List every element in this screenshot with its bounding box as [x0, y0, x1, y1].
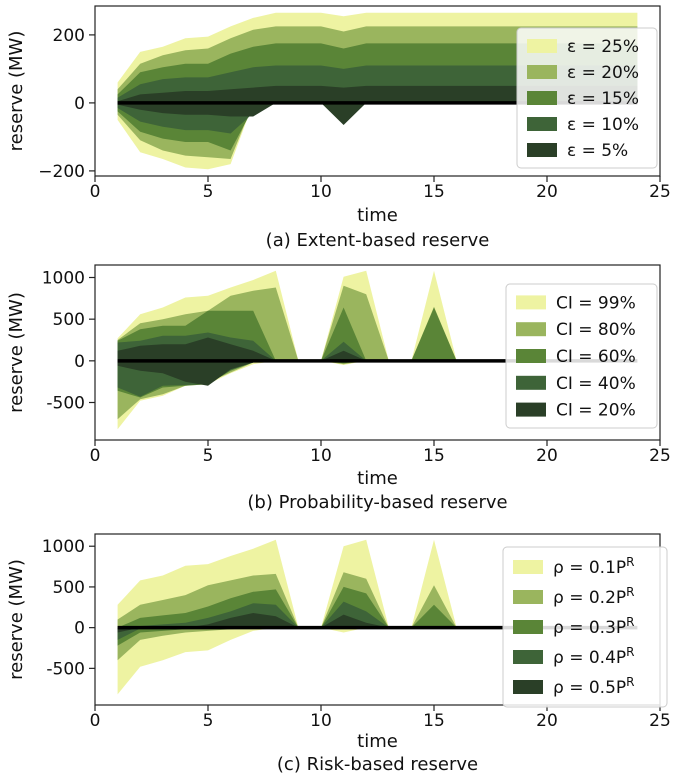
x-tick-label: 20 — [536, 446, 558, 466]
axes-frame — [94, 264, 661, 441]
chart-panel-2: 0 5 10 15 20 25 -500 0 500 1000 time reserve (MW) (b… — [6, 264, 671, 513]
legend: ρ = 0.1PR ρ = 0.2PR ρ = 0.3PR ρ = 0.4PR ρ = … — [502, 546, 668, 708]
legend-swatch — [513, 590, 543, 604]
legend-swatch — [513, 620, 543, 634]
legend: ε = 25% ε = 20% ε = 15% ε = 10% ε = 5% — [516, 27, 658, 169]
x-axis-label: time — [357, 731, 398, 752]
band-series-3 — [117, 307, 638, 398]
legend-swatch — [516, 322, 546, 337]
legend-swatch — [527, 91, 557, 105]
y-tick-label: −200 — [38, 162, 85, 182]
legend-label: CI = 80% — [556, 320, 636, 340]
legend-swatch — [516, 402, 546, 417]
legend-swatch — [527, 65, 557, 79]
legend-swatch — [516, 375, 546, 390]
legend-label: CI = 60% — [556, 347, 636, 367]
chart-panel-3: 0 5 10 15 20 25 -500 0 500 1000 time reserve (MW) (c… — [6, 533, 671, 775]
y-tick-label: 0 — [74, 619, 85, 639]
x-tick-label: 5 — [203, 182, 214, 202]
legend-box — [502, 546, 668, 708]
x-tick-label: 5 — [203, 446, 214, 466]
y-axis-label: reserve (MW) — [6, 31, 27, 152]
x-tick-label: 10 — [310, 182, 332, 202]
band-series-5 — [117, 613, 638, 633]
legend-label: ρ = 0.1PR — [553, 555, 634, 578]
legend-label: ρ = 0.3PR — [553, 615, 634, 638]
x-tick-label: 15 — [423, 446, 445, 466]
legend-swatch — [513, 560, 543, 574]
x-tick-label: 5 — [203, 711, 214, 731]
legend-label: ε = 10% — [567, 115, 639, 135]
legend-label: CI = 20% — [556, 401, 636, 421]
y-tick-label: 0 — [74, 352, 85, 372]
y-axis-label: reserve (MW) — [6, 292, 27, 413]
y-axis-label: reserve (MW) — [6, 559, 27, 680]
y-tick-label: 1000 — [42, 269, 85, 289]
legend-swatch — [527, 143, 557, 157]
legend-swatch — [513, 650, 543, 664]
x-tick-label: 10 — [310, 711, 332, 731]
legend-label: CI = 99% — [556, 293, 636, 313]
x-tick-label: 0 — [90, 711, 101, 731]
legend-box — [505, 283, 658, 429]
band-series-4 — [117, 332, 638, 397]
plot-area — [117, 539, 638, 695]
x-tick-label: 25 — [649, 711, 671, 731]
band-series-5 — [117, 337, 638, 386]
y-tick-label: 200 — [53, 26, 85, 46]
legend-label: ε = 25% — [567, 37, 639, 57]
legend-label: CI = 40% — [556, 374, 636, 394]
y-tick-label: -500 — [46, 394, 85, 414]
y-tick-label: 1000 — [42, 537, 85, 557]
x-tick-label: 20 — [536, 182, 558, 202]
x-tick-label: 0 — [90, 446, 101, 466]
legend-swatch — [527, 117, 557, 131]
legend-label: ε = 5% — [567, 141, 628, 161]
legend-label: ε = 20% — [567, 63, 639, 83]
panel-caption: (c) Risk-based reserve — [277, 754, 478, 775]
x-tick-label: 25 — [649, 446, 671, 466]
x-tick-label: 20 — [536, 711, 558, 731]
x-axis-label: time — [357, 468, 398, 489]
x-axis-label: time — [357, 205, 398, 226]
legend-label: ρ = 0.4PR — [553, 645, 634, 668]
legend: CI = 99% CI = 80% CI = 60% CI = 40% CI = 20% — [505, 283, 658, 429]
legend-swatch — [513, 680, 543, 694]
legend-swatch — [516, 349, 546, 363]
plot-area — [117, 12, 638, 170]
x-tick-label: 15 — [423, 182, 445, 202]
panel-caption: (b) Probability-based reserve — [247, 492, 507, 513]
x-tick-label: 10 — [310, 446, 332, 466]
legend-label: ρ = 0.2PR — [553, 585, 634, 608]
y-tick-label: 500 — [53, 310, 85, 330]
legend-swatch — [516, 295, 546, 310]
legend-label: ε = 15% — [567, 89, 639, 109]
legend-swatch — [527, 39, 557, 53]
y-tick-label: 500 — [53, 578, 85, 598]
band-series-3 — [117, 586, 638, 646]
legend-box — [516, 27, 658, 169]
band-series-5 — [117, 85, 638, 125]
axes-frame — [94, 5, 661, 177]
band-series-4 — [117, 601, 638, 640]
x-tick-label: 15 — [423, 711, 445, 731]
x-tick-label: 25 — [649, 182, 671, 202]
y-tick-label: 0 — [74, 94, 85, 114]
x-tick-label: 0 — [90, 182, 101, 202]
panel-caption: (a) Extent-based reserve — [266, 230, 490, 251]
legend-label: ρ = 0.5PR — [553, 675, 634, 698]
y-tick-label: -500 — [46, 659, 85, 679]
